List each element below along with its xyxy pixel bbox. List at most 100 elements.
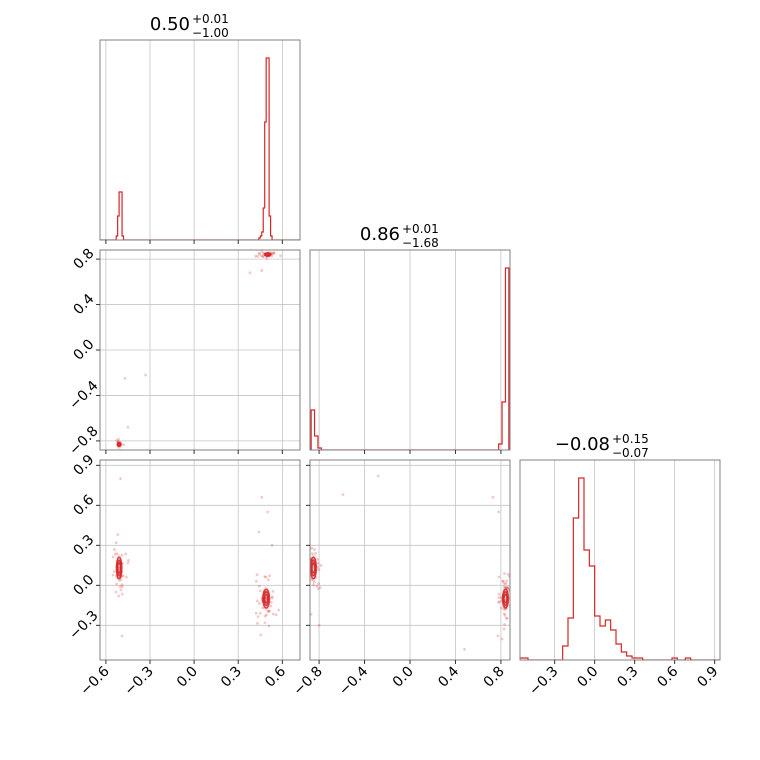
sample-point [310, 552, 314, 555]
histogram-bin [568, 618, 573, 660]
sample-point [313, 548, 316, 551]
sample-point [127, 558, 130, 562]
sample-point [504, 585, 508, 589]
sample-point [260, 250, 264, 254]
y-tick-label: 0.0 [70, 572, 97, 599]
sample-point [315, 584, 319, 588]
scatter-points [111, 477, 281, 638]
x-tick-label: −0.3 [526, 664, 561, 699]
histogram-bin [616, 644, 621, 660]
histogram-bin [595, 616, 600, 660]
sample-point [314, 551, 317, 555]
sample-point [258, 589, 262, 593]
x-tick-label: 0.0 [574, 664, 601, 691]
sample-point [505, 579, 509, 583]
sample-point [119, 588, 123, 592]
y-tick-label: 0.0 [70, 336, 97, 363]
sample-point [255, 573, 259, 577]
sample-point [261, 255, 265, 259]
sample-point [121, 574, 125, 578]
density-contour [263, 593, 269, 604]
x-tick-label: 0.6 [654, 663, 681, 690]
density-contour [263, 591, 270, 607]
sample-point [258, 611, 262, 615]
sample-point [312, 583, 315, 587]
sample-point [502, 627, 506, 631]
x-tick-label: 0.9 [694, 664, 721, 691]
sample-point [270, 595, 274, 599]
outlier-point [341, 493, 345, 497]
histogram-outline [310, 267, 510, 450]
sample-point [256, 621, 259, 625]
sample-point [117, 594, 120, 598]
outlier-point [463, 647, 466, 651]
scatter-points [310, 474, 510, 651]
sample-point [317, 582, 320, 586]
density-contour [265, 252, 270, 257]
sample-point [502, 608, 506, 611]
sample-point [258, 602, 261, 605]
sample-point [114, 541, 118, 545]
sample-point [120, 592, 124, 596]
sample-point [272, 251, 276, 255]
sample-point [272, 251, 276, 255]
outlier-point [317, 623, 321, 627]
sample-point [256, 615, 260, 619]
sample-point [256, 599, 259, 603]
sample-point [120, 583, 124, 587]
sample-point [318, 586, 322, 589]
sample-point [502, 585, 506, 589]
sample-point [271, 612, 275, 616]
x-tick-label: 0.0 [390, 664, 417, 691]
panel-title-lower: −1.68 [402, 236, 439, 250]
scatter-panel-1-2: −0.8 −0.4 0.0 0.4 0.8 [291, 459, 511, 699]
outlier-point [266, 510, 270, 514]
sample-point [269, 604, 273, 608]
sample-point [258, 252, 262, 256]
sample-point [263, 621, 267, 625]
sample-point [504, 581, 508, 585]
panel-title-upper: +0.01 [402, 222, 439, 236]
sample-point [119, 578, 123, 582]
sample-point [270, 596, 274, 600]
histogram-bin [600, 626, 605, 660]
outlier-point [123, 377, 127, 380]
sample-point [111, 573, 115, 577]
histogram-bin [563, 646, 568, 660]
sample-point [505, 616, 509, 620]
sample-point [497, 596, 501, 599]
histogram-bin [605, 620, 610, 660]
panel-title: 0.86 [360, 224, 400, 245]
sample-point [316, 557, 320, 561]
density-contour [116, 562, 122, 574]
outlier-point [120, 634, 124, 638]
outlier-point [126, 425, 130, 429]
sample-point [267, 609, 271, 613]
histogram-panel-1: 0.86 +0.01−1.68 [309, 222, 511, 454]
sample-point [266, 578, 270, 582]
sample-point [504, 616, 508, 620]
sample-point [502, 572, 506, 575]
scatter-panel-0-1: −0.8−0.40.00.40.8 [66, 246, 301, 459]
sample-point [122, 443, 126, 447]
sample-point [507, 587, 510, 591]
sample-point [267, 624, 271, 628]
y-tick-label: 0.6 [70, 492, 97, 519]
outlier-point [257, 530, 261, 534]
sample-point [310, 612, 313, 616]
sample-point [271, 252, 274, 256]
sample-point [316, 565, 320, 569]
x-tick-label: 0.6 [262, 663, 289, 690]
x-tick-label: 0.8 [481, 664, 508, 691]
histogram-bars [100, 57, 300, 240]
outlier-point [270, 543, 274, 547]
sample-point [506, 572, 510, 576]
outlier-point [119, 477, 122, 481]
outlier-point [260, 269, 264, 272]
sample-point [265, 256, 268, 260]
outlier-point [497, 510, 501, 514]
sample-point [263, 575, 267, 579]
density-contour [116, 442, 122, 447]
x-tick-label: 0.4 [435, 663, 462, 690]
sample-point [312, 581, 316, 584]
